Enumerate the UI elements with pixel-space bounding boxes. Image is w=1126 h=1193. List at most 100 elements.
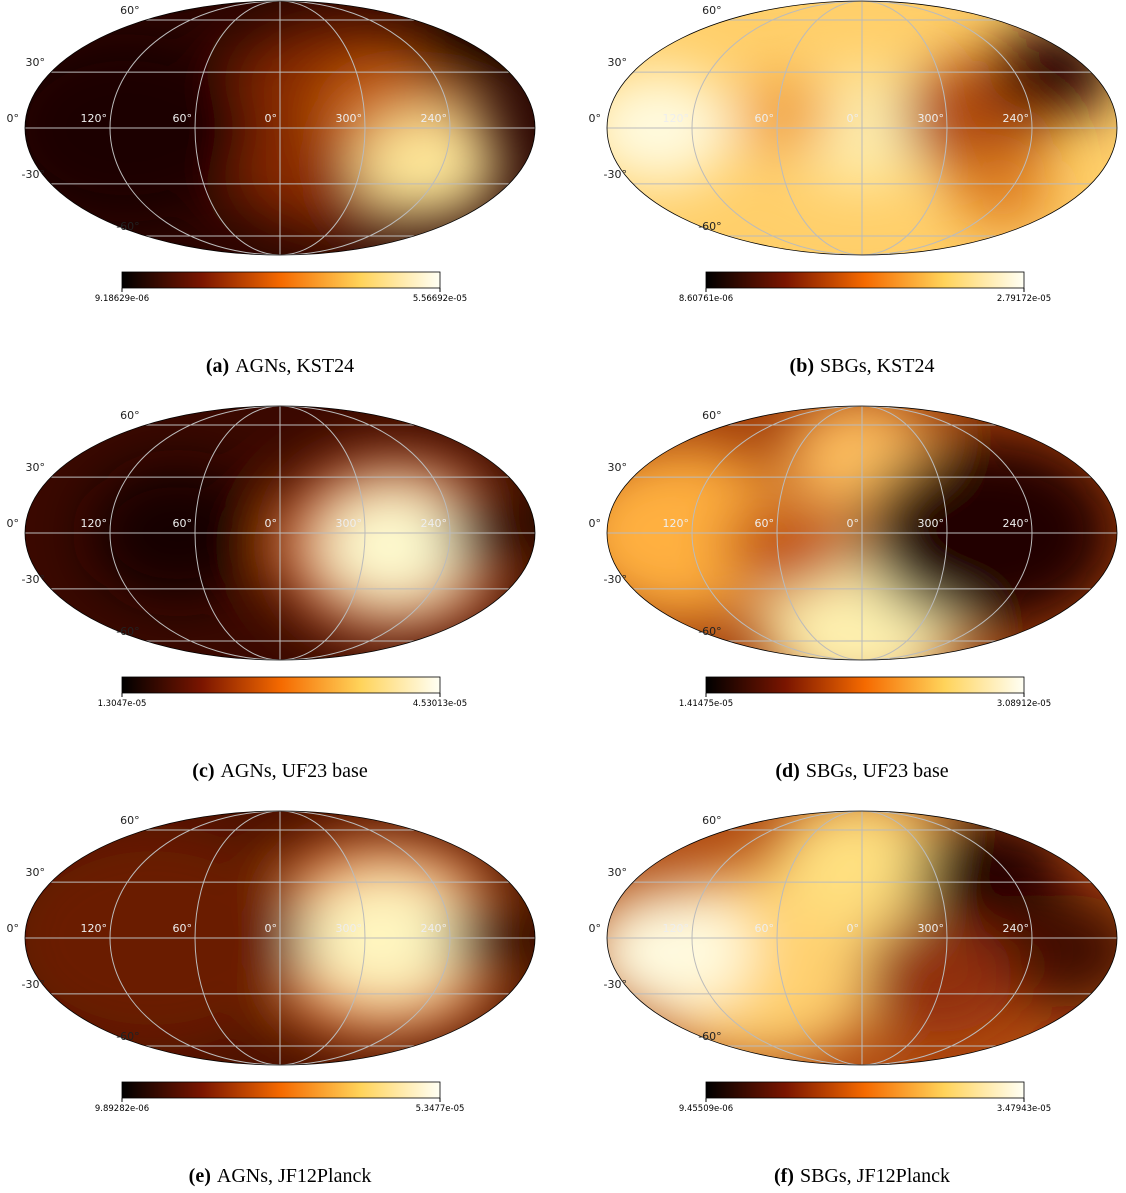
colorbar: [705, 271, 1025, 289]
longitude-label: 240°: [1003, 112, 1030, 125]
latitude-label: 60°: [120, 4, 140, 17]
graticule: [25, 811, 535, 1065]
colorbar-min-label: 1.3047e-05: [98, 699, 147, 709]
longitude-label: 60°: [755, 517, 775, 530]
latitude-label: 0°: [7, 112, 20, 125]
latitude-label: -30°: [22, 168, 45, 181]
colorbar-max-label: 2.79172e-05: [997, 294, 1051, 304]
colorbar-max-label: 3.47943e-05: [997, 1104, 1051, 1114]
sky-map: [25, 811, 535, 1065]
latitude-label: -30°: [604, 978, 627, 991]
latitude-label: -30°: [22, 978, 45, 991]
panel: 60° 30° 0° -30° -60° 120° 60° 0° 300° 240° 9.45509…: [589, 810, 1118, 1187]
latitude-label: 0°: [7, 922, 20, 935]
sky-map: [607, 1, 1117, 255]
panel: 60° 30° 0° -30° -60° 120° 60° 0° 300° 240° 1.41475…: [589, 405, 1118, 782]
sky-map: [25, 406, 535, 660]
longitude-label: 240°: [421, 922, 448, 935]
caption-tag: (c): [192, 760, 214, 782]
caption: (a) AGNs, KST24: [206, 355, 354, 377]
latitude-label: -60°: [116, 220, 139, 233]
caption-tag: (f): [774, 1165, 794, 1187]
longitude-label: 300°: [336, 112, 363, 125]
latitude-label: -60°: [698, 625, 721, 638]
colorbar: [121, 676, 441, 694]
caption-text: AGNs, KST24: [235, 355, 354, 377]
caption: (f) SBGs, JF12Planck: [774, 1165, 950, 1187]
latitude-label: -30°: [604, 573, 627, 586]
latitude-label: 60°: [702, 814, 722, 827]
longitude-label: 240°: [1003, 517, 1030, 530]
caption-tag: (d): [775, 760, 799, 782]
caption: (e) AGNs, JF12Planck: [189, 1165, 372, 1187]
longitude-label: 120°: [81, 922, 108, 935]
caption-text: SBGs, KST24: [820, 355, 934, 377]
map-outline: [24, 405, 536, 661]
colorbar-max-label: 5.56692e-05: [413, 294, 467, 304]
longitude-label: 60°: [173, 517, 193, 530]
map-outline: [606, 0, 1118, 256]
map-outline: [606, 810, 1118, 1066]
longitude-label: 60°: [173, 112, 193, 125]
colorbar-max-label: 3.08912e-05: [997, 699, 1051, 709]
colorbar: [705, 676, 1025, 694]
longitude-label: 300°: [918, 517, 945, 530]
graticule: [25, 1, 535, 255]
longitude-label: 0°: [847, 922, 860, 935]
colorbar-min-label: 1.41475e-05: [679, 699, 733, 709]
latitude-label: -60°: [116, 1030, 139, 1043]
latitude-label: -30°: [22, 573, 45, 586]
map-outline: [24, 810, 536, 1066]
blob: [951, 153, 1054, 230]
longitude-label: 300°: [336, 922, 363, 935]
caption-tag: (b): [790, 355, 814, 377]
sky-map: [607, 811, 1117, 1065]
latitude-label: 0°: [589, 517, 602, 530]
latitude-label: 30°: [26, 461, 46, 474]
blob: [862, 918, 1015, 1034]
latitude-label: -60°: [116, 625, 139, 638]
latitude-label: 60°: [702, 409, 722, 422]
sky-map: [607, 406, 1117, 660]
caption-tag: (a): [206, 355, 229, 377]
longitude-label: 0°: [265, 517, 278, 530]
longitude-label: 120°: [81, 517, 108, 530]
caption: (d) SBGs, UF23 base: [775, 760, 948, 782]
caption-text: AGNs, UF23 base: [220, 760, 367, 782]
latitude-label: 60°: [120, 409, 140, 422]
panel: 60° 30° 0° -30° -60° 120° 60° 0° 300° 240° 9.18629…: [7, 0, 536, 377]
latitude-label: -30°: [604, 168, 627, 181]
colorbar: [121, 1081, 441, 1099]
latitude-label: 30°: [26, 56, 46, 69]
latitude-label: 30°: [608, 56, 628, 69]
longitude-label: 300°: [918, 922, 945, 935]
longitude-label: 240°: [421, 517, 448, 530]
longitude-label: 120°: [663, 922, 690, 935]
graticule: [25, 406, 535, 660]
graticule: [607, 406, 1117, 660]
longitude-label: 60°: [173, 922, 193, 935]
blob: [318, 488, 472, 603]
longitude-label: 120°: [663, 517, 690, 530]
blob: [721, 498, 850, 594]
graticule: [607, 811, 1117, 1065]
longitude-label: 60°: [755, 922, 775, 935]
map-outline: [24, 0, 536, 256]
caption: (b) SBGs, KST24: [790, 355, 935, 377]
map-outline: [606, 405, 1118, 661]
caption-tag: (e): [189, 1165, 211, 1187]
colorbar: [121, 271, 441, 289]
panel: 60° 30° 0° -30° -60° 120° 60° 0° 300° 240° 8.60761…: [589, 0, 1118, 377]
latitude-label: 30°: [608, 866, 628, 879]
longitude-label: 120°: [663, 112, 690, 125]
longitude-label: 300°: [336, 517, 363, 530]
latitude-label: 0°: [7, 517, 20, 530]
caption: (c) AGNs, UF23 base: [192, 760, 368, 782]
colorbar-max-label: 5.3477e-05: [416, 1104, 465, 1114]
longitude-label: 0°: [265, 112, 278, 125]
graticule: [607, 1, 1117, 255]
longitude-label: 300°: [918, 112, 945, 125]
latitude-label: 0°: [589, 112, 602, 125]
caption-text: SBGs, JF12Planck: [800, 1165, 950, 1187]
